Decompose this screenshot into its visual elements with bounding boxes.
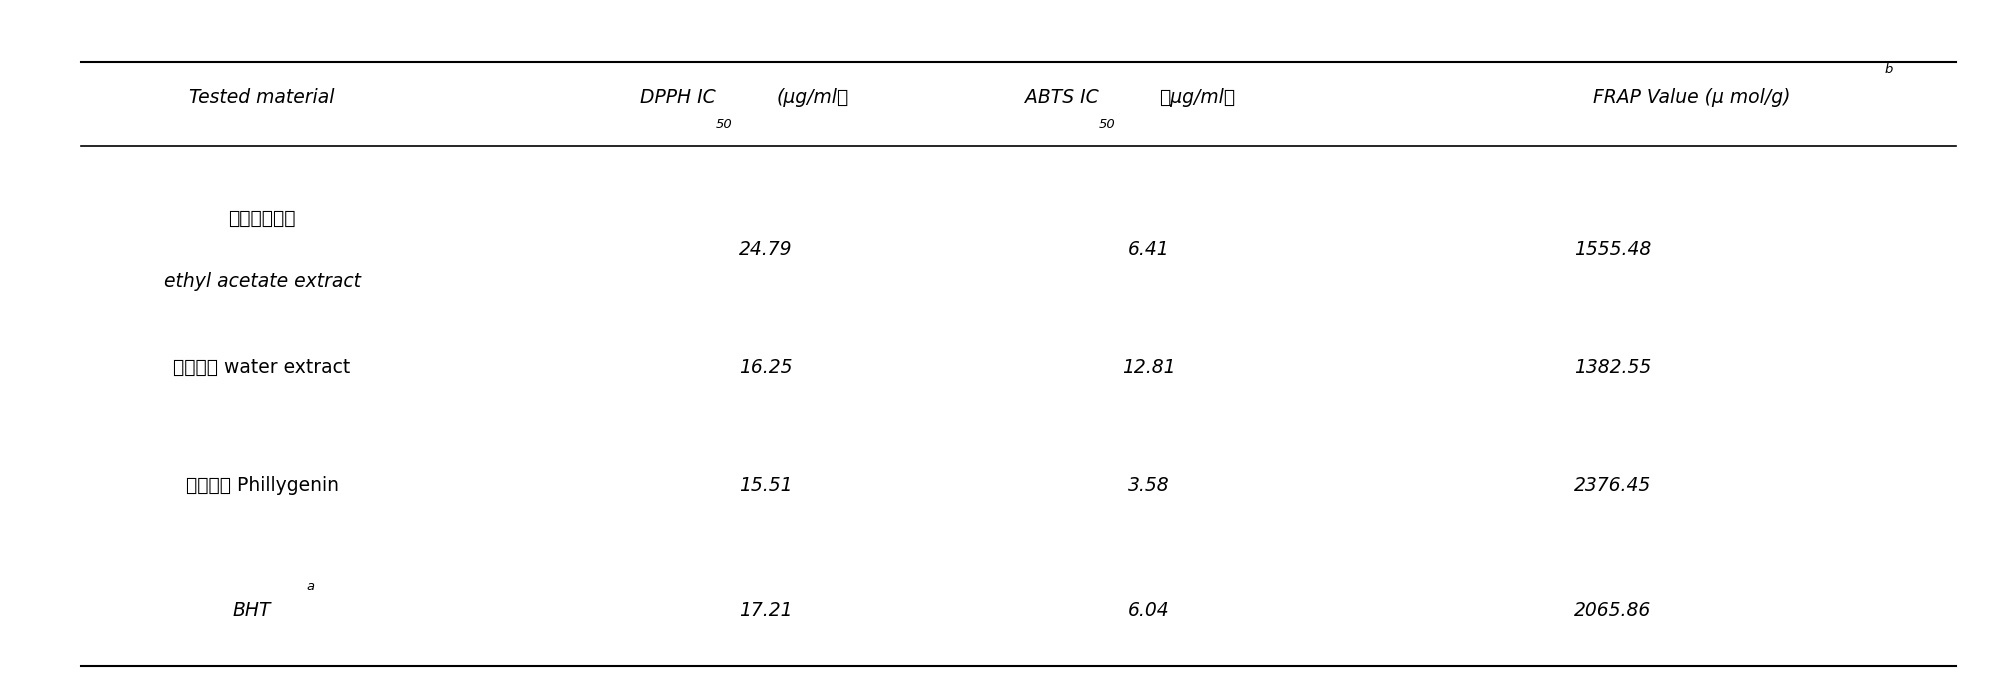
Text: BHT: BHT [232, 601, 272, 620]
Text: 24.79: 24.79 [740, 240, 792, 260]
Text: 乙酸乙酯部位: 乙酸乙酯部位 [228, 209, 296, 228]
Text: 12.81: 12.81 [1123, 358, 1175, 378]
Text: 连翁脂素 Phillygenin: 连翁脂素 Phillygenin [185, 476, 339, 496]
Text: DPPH IC: DPPH IC [639, 87, 716, 107]
Text: (μg/ml）: (μg/ml） [776, 87, 849, 107]
Text: 6.04: 6.04 [1129, 601, 1169, 620]
Text: a: a [306, 580, 314, 593]
Text: b: b [1885, 63, 1893, 76]
Text: 50: 50 [716, 119, 732, 131]
Text: （μg/ml）: （μg/ml） [1159, 87, 1236, 107]
Text: 16.25: 16.25 [740, 358, 792, 378]
Text: 6.41: 6.41 [1129, 240, 1169, 260]
Text: ethyl acetate extract: ethyl acetate extract [163, 271, 361, 291]
Text: ABTS IC: ABTS IC [1024, 87, 1099, 107]
Text: Tested material: Tested material [190, 87, 335, 107]
Text: 3.58: 3.58 [1129, 476, 1169, 496]
Text: FRAP Value (μ mol/g): FRAP Value (μ mol/g) [1593, 87, 1790, 107]
Text: 1382.55: 1382.55 [1574, 358, 1651, 378]
Text: 2065.86: 2065.86 [1574, 601, 1651, 620]
Text: 17.21: 17.21 [740, 601, 792, 620]
Text: 1555.48: 1555.48 [1574, 240, 1651, 260]
Text: 15.51: 15.51 [740, 476, 792, 496]
Text: 50: 50 [1099, 119, 1115, 131]
Text: 2376.45: 2376.45 [1574, 476, 1651, 496]
Text: 水提取物 water extract: 水提取物 water extract [173, 358, 351, 378]
